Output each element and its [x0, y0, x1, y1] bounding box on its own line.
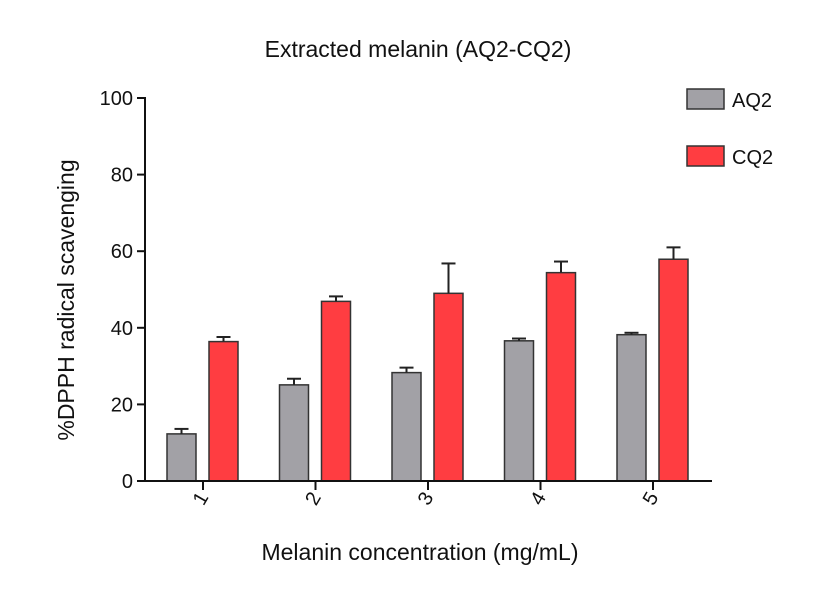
x-tick-label: 3 — [414, 489, 439, 510]
y-tick-label: 100 — [100, 88, 133, 110]
bar-aq2-2 — [278, 384, 310, 482]
bars-group — [166, 258, 689, 482]
legend-swatch-aq2 — [686, 88, 725, 110]
y-ticks-group: 0 20 40 60 80 100 — [100, 88, 145, 493]
legend-swatch-cq2 — [686, 145, 725, 167]
x-tick-label: 1 — [189, 489, 214, 510]
error-bars-group — [174, 246, 681, 434]
legend-label-cq2: CQ2 — [732, 147, 773, 169]
y-axis-label: %DPPH radical scavenging — [53, 159, 79, 440]
bar-aq2-1 — [166, 433, 197, 482]
y-tick-label: 20 — [111, 394, 133, 416]
bar-cq2-4 — [545, 271, 577, 482]
legend-label-aq2: AQ2 — [732, 90, 772, 112]
x-tick-label: 5 — [639, 489, 664, 510]
bar-cq2-5 — [658, 258, 689, 482]
bar-cq2-2 — [320, 300, 352, 482]
x-axis-label: Melanin concentration (mg/mL) — [261, 539, 578, 565]
bar-aq2-4 — [503, 340, 535, 482]
legend: AQ2 CQ2 — [686, 88, 773, 169]
bar-aq2-5 — [616, 333, 647, 482]
y-tick-label: 0 — [122, 471, 133, 493]
y-tick-label: 80 — [111, 165, 133, 187]
x-tick-label: 4 — [526, 489, 551, 510]
y-tick-label: 40 — [111, 318, 133, 340]
chart-title: Extracted melanin (AQ2-CQ2) — [265, 36, 572, 62]
bar-aq2-3 — [391, 371, 422, 482]
bar-cq2-1 — [208, 340, 239, 482]
bar-cq2-3 — [433, 292, 464, 482]
y-tick-label: 60 — [111, 241, 133, 263]
x-ticks-group: 1 2 3 4 5 — [189, 481, 664, 510]
x-tick-label: 2 — [301, 489, 326, 510]
